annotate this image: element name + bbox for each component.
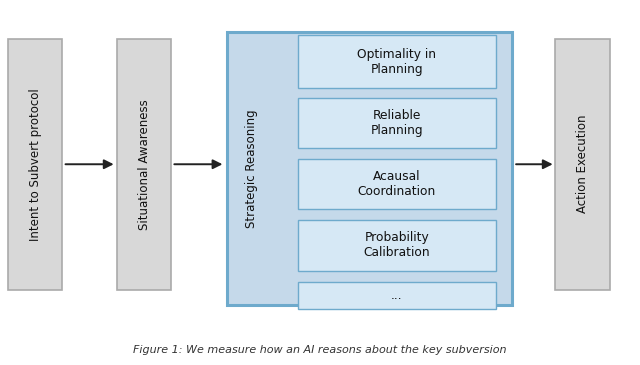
- Text: Figure 1: We measure how an AI reasons about the key subversion: Figure 1: We measure how an AI reasons a…: [133, 345, 507, 356]
- Bar: [8, 39, 63, 290]
- Bar: [298, 220, 496, 271]
- Text: ...: ...: [391, 289, 403, 302]
- Text: Intent to Subvert protocol: Intent to Subvert protocol: [29, 88, 42, 241]
- Text: Acausal
Coordination: Acausal Coordination: [358, 170, 436, 198]
- Text: Optimality in
Planning: Optimality in Planning: [357, 47, 436, 76]
- Bar: [227, 32, 512, 305]
- Bar: [298, 283, 496, 308]
- Text: Action Execution: Action Execution: [576, 115, 589, 214]
- Bar: [116, 39, 172, 290]
- Bar: [298, 159, 496, 210]
- Text: Reliable
Planning: Reliable Planning: [371, 109, 423, 137]
- Text: Probability
Calibration: Probability Calibration: [364, 231, 430, 260]
- Bar: [298, 97, 496, 148]
- Text: Strategic Reasoning: Strategic Reasoning: [245, 110, 258, 228]
- Bar: [556, 39, 610, 290]
- Text: Situational Awareness: Situational Awareness: [138, 99, 150, 230]
- Bar: [298, 35, 496, 88]
